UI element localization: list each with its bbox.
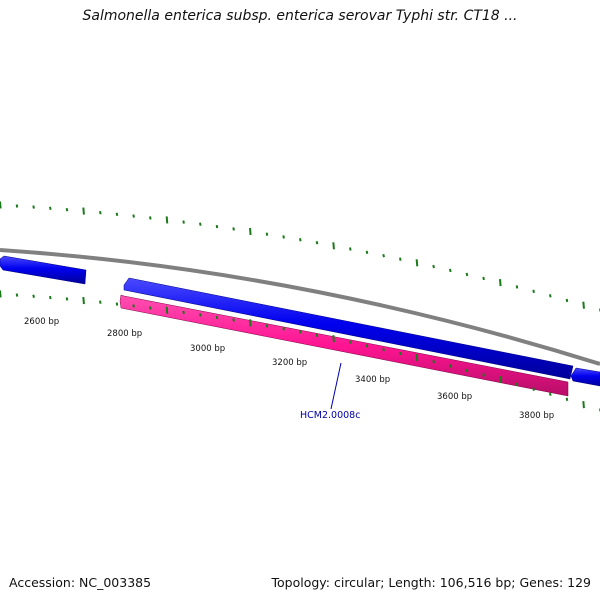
minor-tick [315, 333, 319, 337]
gene-forward-1[interactable] [0, 255, 87, 285]
minor-tick [565, 397, 569, 402]
minor-tick [282, 327, 285, 331]
minor-tick [215, 224, 219, 229]
minor-tick [315, 241, 319, 245]
minor-tick [482, 276, 485, 281]
minor-tick [65, 297, 69, 301]
major-tick [415, 353, 419, 362]
minor-tick [32, 205, 35, 209]
minor-tick [515, 382, 519, 387]
minor-tick [282, 235, 285, 239]
ruler-label-2800: 2800 bp [107, 329, 142, 339]
minor-tick [232, 318, 235, 322]
minor-tick [182, 220, 185, 224]
outer-tick-ring [0, 201, 600, 312]
accession-text: Accession: NC_003385 [9, 575, 152, 590]
minor-tick [49, 206, 52, 211]
minor-tick [265, 324, 269, 328]
gene-label-leader-line [330, 362, 342, 410]
minor-tick [565, 298, 569, 303]
ruler-label-3000: 3000 bp [190, 344, 225, 354]
minor-tick [99, 210, 102, 215]
minor-tick [232, 227, 235, 231]
major-tick [249, 227, 252, 236]
major-tick [165, 306, 169, 314]
ruler-label-3600: 3600 bp [437, 392, 472, 402]
minor-tick [399, 257, 402, 261]
minor-tick [199, 313, 202, 317]
minor-tick [115, 302, 119, 306]
major-tick [165, 216, 169, 224]
major-tick [249, 319, 252, 327]
minor-tick [432, 360, 435, 364]
minor-tick [432, 264, 435, 269]
minor-tick [149, 306, 152, 310]
major-tick [499, 375, 502, 384]
minor-tick [32, 294, 35, 298]
minor-tick [482, 373, 485, 377]
minor-tick [115, 212, 119, 216]
page-title: Salmonella enterica subsp. enterica sero… [82, 8, 518, 24]
ruler-label-3400: 3400 bp [355, 375, 390, 385]
backbone-circle [0, 248, 600, 366]
major-tick [582, 401, 585, 409]
minor-tick [515, 285, 519, 289]
major-tick [82, 296, 85, 305]
minor-tick [132, 214, 135, 218]
minor-tick [199, 222, 202, 226]
minor-tick [299, 238, 302, 242]
minor-tick [365, 250, 369, 254]
major-tick [332, 335, 335, 343]
minor-tick [215, 315, 219, 320]
major-tick [499, 279, 502, 287]
minor-tick [49, 295, 52, 300]
minor-tick [382, 347, 385, 352]
minor-tick [349, 340, 352, 344]
major-tick [0, 290, 2, 298]
minor-tick [132, 304, 135, 308]
ruler-label-2600: 2600 bp [24, 317, 59, 327]
major-tick [0, 201, 2, 209]
major-tick [582, 301, 585, 309]
minor-tick [532, 289, 535, 294]
minor-tick [465, 368, 469, 373]
minor-tick [449, 268, 452, 273]
minor-tick [15, 204, 19, 208]
ruler-label-3800: 3800 bp [519, 411, 554, 421]
minor-tick [399, 351, 402, 356]
genome-summary-text: Topology: circular; Length: 106,516 bp; … [271, 575, 592, 590]
minor-tick [99, 300, 102, 304]
gene-label-hcm2-0008c[interactable]: HCM2.0008c [300, 410, 360, 421]
minor-tick [549, 294, 552, 298]
major-tick [82, 207, 85, 215]
ruler-label-3200: 3200 bp [272, 358, 307, 368]
major-tick [415, 259, 419, 267]
major-tick [332, 242, 335, 250]
minor-tick [299, 330, 302, 334]
minor-tick [149, 216, 152, 220]
gene-reverse-hcm2-0008c[interactable] [119, 294, 569, 397]
minor-tick [349, 247, 352, 251]
minor-tick [465, 272, 469, 277]
minor-tick [382, 254, 385, 258]
minor-tick [365, 344, 369, 348]
minor-tick [449, 364, 452, 368]
gene-forward-2[interactable] [123, 277, 574, 380]
minor-tick [532, 387, 535, 391]
minor-tick [265, 232, 269, 236]
minor-tick [549, 392, 552, 396]
minor-tick [65, 207, 69, 212]
minor-tick [182, 310, 185, 315]
gene-forward-3[interactable] [570, 367, 600, 387]
minor-tick [15, 293, 19, 297]
inner-tick-ring [0, 290, 600, 412]
